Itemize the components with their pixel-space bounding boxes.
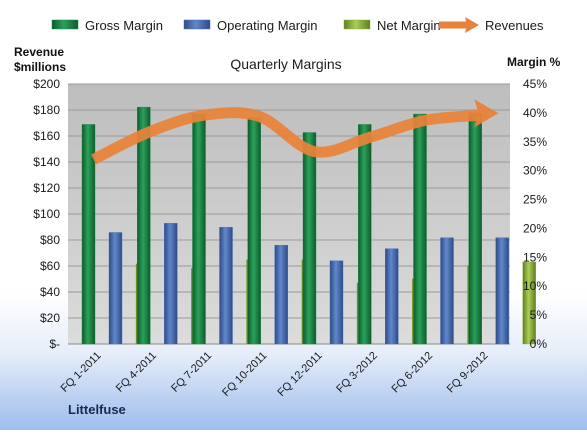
y-left-tick-label: $120: [33, 181, 60, 195]
x-category-label: FQ 12-2011: [275, 350, 324, 399]
y-right-tick-label: 10%: [523, 279, 547, 293]
y-right-tick-label: 40%: [523, 106, 547, 120]
y-left-tick-label: $20: [40, 311, 60, 325]
bar-operating-margin-5: [329, 260, 344, 345]
y-left-tick-label: $180: [33, 103, 60, 117]
bar-gross-margin-2: [137, 106, 151, 345]
y-left-tick-label: $-: [49, 337, 60, 351]
bar-operating-margin-4: [274, 244, 288, 345]
revenues-line: [91, 107, 481, 165]
bar-gross-margin-6: [358, 124, 372, 345]
x-category-label: FQ 1-2011: [59, 350, 104, 395]
y-left-tick-label: $160: [33, 129, 60, 143]
legend-label-gross-margin: Gross Margin: [85, 18, 163, 33]
revenues-arrowhead: [474, 99, 499, 128]
y-right-tick-label: 30%: [523, 164, 547, 178]
y-right-tick-label: 15%: [523, 250, 547, 264]
legend-label-net-margin: Net Margin: [377, 18, 441, 33]
legend-label-revenues: Revenues: [485, 18, 544, 33]
bar-gross-margin-3: [192, 113, 206, 345]
bar-gross-margin-5: [302, 132, 317, 345]
y-left-axis-label-line2: $millions: [14, 60, 66, 74]
y-left-tick-label: $40: [40, 285, 60, 299]
y-right-tick-label: 0%: [530, 337, 548, 351]
x-category-label: FQ 4-2011: [114, 350, 159, 395]
bar-gross-margin-1: [81, 124, 96, 345]
x-category-label: FQ 7-2011: [169, 350, 214, 395]
y-right-axis-label: Margin %: [507, 55, 561, 69]
bar-operating-margin-8: [495, 237, 509, 345]
x-category-label: FQ 10-2011: [220, 350, 269, 399]
bar-gross-margin-4: [247, 117, 261, 345]
y-right-tick-label: 45%: [523, 77, 547, 91]
legend-swatch-gross-margin: [51, 19, 79, 30]
chart-title: Quarterly Margins: [230, 56, 341, 72]
y-right-tick-label: 20%: [523, 221, 547, 235]
y-right-tick-label: 25%: [523, 193, 547, 207]
y-left-tick-label: $200: [33, 77, 60, 91]
bar-operating-margin-6: [385, 248, 399, 345]
x-category-label: FQ 9-2012: [445, 350, 491, 396]
x-category-label: FQ 6-2012: [390, 350, 436, 396]
y-left-tick-label: $60: [40, 259, 60, 273]
bar-operating-margin-3: [219, 227, 233, 345]
legend-label-operating-margin: Operating Margin: [217, 18, 317, 33]
y-left-tick-label: $100: [33, 207, 60, 221]
y-right-tick-label: 5%: [530, 308, 548, 322]
y-left-tick-label: $140: [33, 155, 60, 169]
bar-net-margin-8: [522, 261, 536, 345]
legend-swatch-operating-margin: [183, 19, 211, 30]
y-left-axis-label-line1: Revenue: [14, 45, 64, 59]
legend-arrow-revenues: [465, 17, 479, 33]
y-right-tick-label: 35%: [523, 135, 547, 149]
bar-operating-margin-2: [164, 223, 178, 345]
bar-operating-margin-7: [440, 237, 454, 345]
x-category-label: FQ 3-2012: [334, 350, 380, 396]
bar-gross-margin-8: [468, 112, 482, 345]
bar-gross-margin-7: [413, 113, 427, 345]
legend-swatch-net-margin: [343, 19, 371, 30]
company-label: Littelfuse: [68, 402, 126, 417]
bar-operating-margin-1: [108, 232, 123, 345]
y-left-tick-label: $80: [40, 233, 60, 247]
